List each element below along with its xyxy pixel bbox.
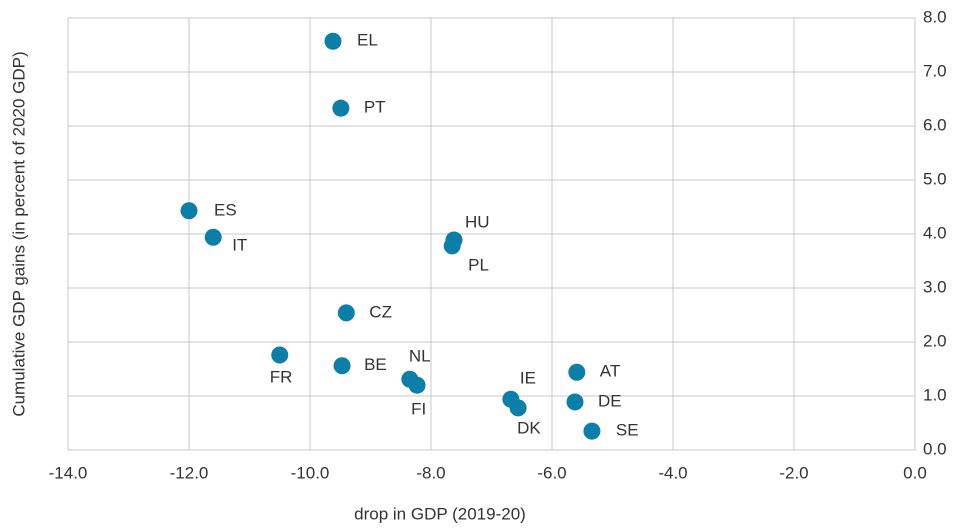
x-tick-label: 0.0 <box>903 463 927 482</box>
y-tick-label: 6.0 <box>923 115 947 134</box>
point-label: EL <box>357 31 378 50</box>
point <box>408 376 426 394</box>
y-tick-label: 8.0 <box>923 7 947 26</box>
point-label: PL <box>468 255 489 274</box>
point <box>204 228 222 246</box>
point <box>271 346 289 364</box>
point-label: AT <box>600 362 620 381</box>
point-label: FI <box>411 400 426 419</box>
x-axis-label: drop in GDP (2019-20) <box>354 504 526 523</box>
point <box>337 304 355 322</box>
y-tick-label: 5.0 <box>923 169 947 188</box>
x-tick-label: -12.0 <box>170 463 209 482</box>
point-label: FR <box>270 367 293 386</box>
x-tick-label: -8.0 <box>416 463 445 482</box>
point <box>566 393 584 411</box>
point-label: DK <box>517 418 541 437</box>
x-tick-label: -14.0 <box>49 463 88 482</box>
point <box>568 363 586 381</box>
point-label: DE <box>598 391 622 410</box>
y-tick-label: 7.0 <box>923 61 947 80</box>
point-label: HU <box>465 212 490 231</box>
y-tick-label: 0.0 <box>923 439 947 458</box>
point-label: NL <box>409 347 431 366</box>
y-tick-label: 3.0 <box>923 277 947 296</box>
point <box>443 237 461 255</box>
point <box>180 202 198 220</box>
point-label: PT <box>364 98 386 117</box>
point-label: CZ <box>369 302 392 321</box>
y-axis-label: Cumulative GDP gains (in percent of 2020… <box>9 51 28 416</box>
y-tick-label: 4.0 <box>923 223 947 242</box>
point <box>333 357 351 375</box>
x-tick-label: -2.0 <box>779 463 808 482</box>
plot-frame <box>67 17 916 451</box>
point-label: IT <box>232 236 247 255</box>
point <box>583 422 601 440</box>
x-tick-label: -10.0 <box>291 463 330 482</box>
y-tick-label: 2.0 <box>923 331 947 350</box>
point <box>324 32 342 50</box>
point-label: ES <box>214 200 237 219</box>
point-label: IE <box>520 369 536 388</box>
point-label: SE <box>616 421 639 440</box>
point <box>332 99 350 117</box>
point <box>509 399 527 417</box>
x-tick-label: -4.0 <box>658 463 687 482</box>
y-tick-label: 1.0 <box>923 385 947 404</box>
point-label: BE <box>364 355 387 374</box>
x-tick-label: -6.0 <box>537 463 566 482</box>
